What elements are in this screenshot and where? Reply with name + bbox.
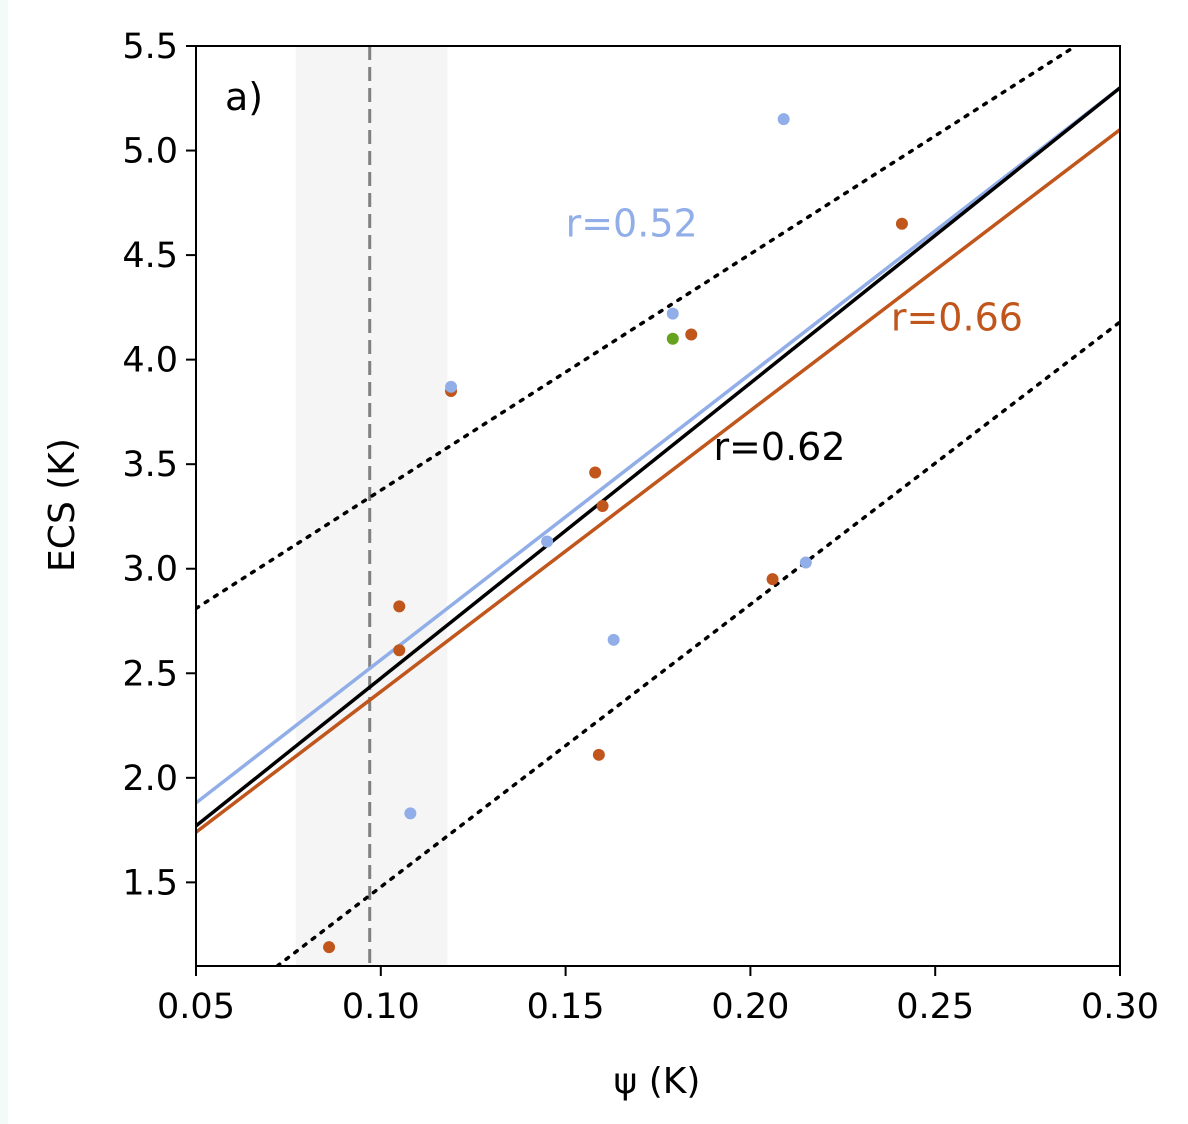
x-tick-label-3: 0.20: [711, 987, 789, 1027]
y-tick-label-6: 4.5: [122, 236, 178, 276]
plot-frame: [195, 45, 1121, 967]
x-tick-label-1: 0.10: [342, 987, 420, 1027]
observed-range-band: [295, 46, 448, 966]
scatter-chart: r=0.52 r=0.66 r=0.62 0.05 0.10 0.15 0.20 0.25 0.…: [42, 27, 1159, 1102]
blue-fit-line: [196, 86, 1120, 805]
upper-prediction-line: [196, 46, 1078, 611]
blue-point-3: [404, 807, 417, 820]
x-tick-label-5: 0.30: [1081, 987, 1159, 1027]
blue-point-1: [541, 535, 554, 548]
y-tick-label-4: 3.5: [122, 445, 178, 485]
y-tick-label-7: 5.0: [122, 132, 178, 172]
r-blue-annotation: r=0.52: [566, 201, 698, 245]
panel-label: a): [225, 75, 263, 119]
blue-point-5: [777, 113, 790, 126]
figure: r=0.52 r=0.66 r=0.62 0.05 0.10 0.15 0.20 0.25 0.…: [8, 0, 1188, 1124]
orange-point-3: [589, 466, 602, 479]
lower-prediction-line: [275, 320, 1120, 966]
x-tick-label-2: 0.15: [527, 987, 605, 1027]
x-tick-label-4: 0.25: [896, 987, 974, 1027]
blue-point-2: [607, 633, 620, 646]
r-orange-annotation: r=0.66: [891, 295, 1023, 339]
y-tick-label-3: 3.0: [122, 550, 178, 590]
y-tick-label-2: 2.5: [122, 654, 178, 694]
x-tick-label-0: 0.05: [157, 987, 235, 1027]
y-tick-label-0: 1.5: [122, 863, 178, 903]
y-tick-label-1: 2.0: [122, 759, 178, 799]
all-models-fit-line: [196, 86, 1120, 828]
orange-point-9: [323, 941, 336, 954]
orange-point-5: [592, 748, 605, 761]
orange-point-6: [685, 328, 698, 341]
y-tick-label-8: 5.5: [122, 27, 178, 67]
blue-point-0: [445, 380, 458, 393]
orange-point-8: [895, 217, 908, 230]
orange-point-2: [393, 644, 406, 657]
orange-point-1: [393, 600, 406, 613]
x-axis-label: ψ (K): [614, 1061, 701, 1102]
orange-point-7: [766, 573, 779, 586]
orange-point-4: [596, 500, 609, 512]
orange-fit-line: [196, 128, 1120, 834]
y-axis-label: ECS (K): [42, 438, 83, 572]
blue-point-4: [666, 307, 679, 320]
y-tick-label-5: 4.0: [122, 341, 178, 381]
r-all-annotation: r=0.62: [713, 425, 845, 469]
blue-point-6: [799, 556, 812, 569]
green-point-0: [666, 332, 679, 345]
